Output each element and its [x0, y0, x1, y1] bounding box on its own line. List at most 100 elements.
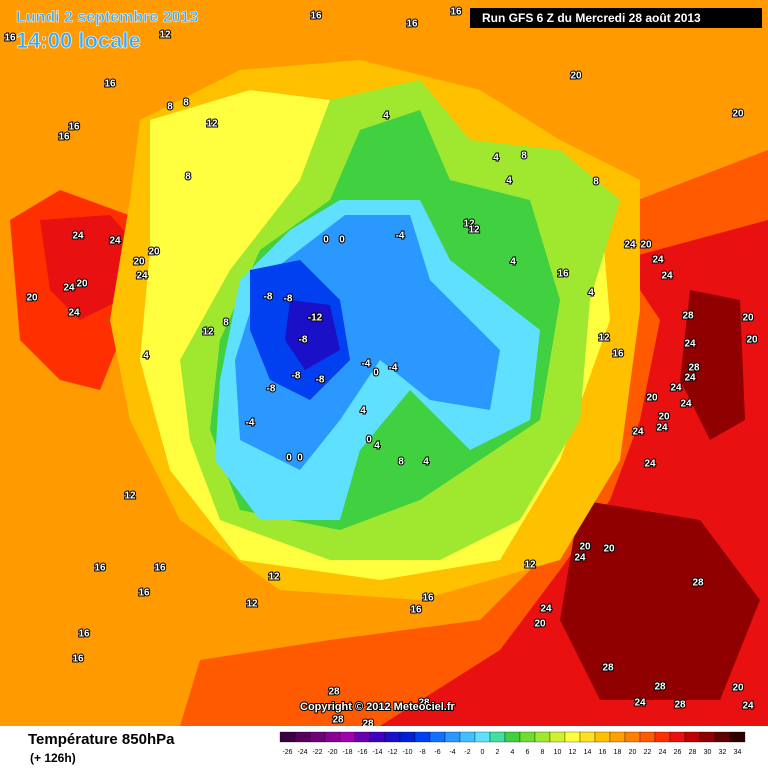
contour-label: 20 — [732, 683, 744, 694]
contour-label: 24 — [624, 240, 636, 251]
color-swatch — [564, 731, 581, 743]
scale-label: -22 — [312, 749, 322, 756]
contour-label: 24 — [632, 427, 644, 438]
contour-label: 16 — [138, 588, 150, 599]
contour-label: 28 — [692, 578, 704, 589]
contour-label: 28 — [602, 663, 614, 674]
color-scale: -26 -24 -22 -20 -18 -16 -14 -12 -10 -8 -6 -4 -2 0 2 4 6 8… — [279, 731, 746, 756]
scale-label: 10 — [554, 749, 562, 756]
copyright: Copyright © 2012 Meteociel.fr — [300, 701, 456, 713]
date: Lundi 2 septembre 2013 — [16, 9, 198, 26]
contour-label: 12 — [206, 119, 218, 130]
contour-label: 0 — [286, 453, 292, 464]
contour-label: -8 — [264, 292, 273, 303]
contour-label: -8 — [299, 335, 308, 346]
scale-label: -16 — [357, 749, 367, 756]
contour-label: 24 — [742, 701, 754, 712]
contour-label: -4 — [389, 363, 398, 374]
color-swatch — [414, 731, 431, 743]
contour-label: 12 — [598, 333, 610, 344]
color-swatch — [279, 731, 296, 743]
scale-label: 8 — [541, 749, 545, 756]
time: 14:00 locale — [16, 28, 141, 53]
contour-label: 8 — [223, 318, 229, 329]
color-swatch — [684, 731, 701, 743]
contour-label: 20 — [746, 335, 758, 346]
scale-label: 16 — [599, 749, 607, 756]
scale-label: -2 — [464, 749, 470, 756]
contour-label: 0 — [366, 435, 372, 446]
contour-label: 4 — [360, 406, 366, 417]
contour-label: -8 — [267, 384, 276, 395]
color-swatch — [669, 731, 686, 743]
contour-label: 0 — [339, 235, 345, 246]
color-swatch — [714, 731, 731, 743]
color-swatch — [474, 731, 491, 743]
contour-label: 12 — [524, 560, 536, 571]
contour-label: 20 — [646, 393, 658, 404]
contour-label: 16 — [78, 629, 90, 640]
contour-label: 20 — [133, 257, 145, 268]
contour-label: 20 — [26, 293, 38, 304]
color-swatch — [324, 731, 341, 743]
coldest-zone — [285, 300, 340, 370]
contour-label: 20 — [742, 313, 754, 324]
scale-label: -12 — [387, 749, 397, 756]
scale-label: 14 — [584, 749, 592, 756]
contour-label: 28 — [674, 700, 686, 711]
contour-label: 20 — [148, 247, 160, 258]
color-swatch — [729, 731, 746, 743]
scale-label: -24 — [297, 749, 307, 756]
contour-label: -4 — [246, 418, 255, 429]
contour-label: 12 — [246, 599, 258, 610]
contour-label: 8 — [167, 102, 173, 113]
contour-label: 16 — [154, 563, 166, 574]
contour-label: 8 — [593, 177, 599, 188]
contour-label: 24 — [63, 283, 75, 294]
contour-label: 4 — [383, 111, 389, 122]
scale-label: 22 — [644, 749, 652, 756]
scale-label: 26 — [674, 749, 682, 756]
contour-label: 24 — [540, 604, 552, 615]
contour-label: -8 — [316, 375, 325, 386]
color-swatch — [444, 731, 461, 743]
scale-label: 20 — [629, 749, 637, 756]
contour-label: 16 — [58, 132, 70, 143]
scale-label: -18 — [342, 749, 352, 756]
contour-label: 16 — [94, 563, 106, 574]
color-swatch — [639, 731, 656, 743]
contour-label: 24 — [684, 373, 696, 384]
contour-label: 24 — [68, 308, 80, 319]
scale-label: -8 — [419, 749, 425, 756]
scale-label: -4 — [449, 749, 455, 756]
scale-label: 28 — [689, 749, 697, 756]
color-swatch — [654, 731, 671, 743]
contour-label: 24 — [684, 339, 696, 350]
color-swatch — [489, 731, 506, 743]
contour-label: 16 — [4, 33, 16, 44]
contour-label: 16 — [612, 349, 624, 360]
color-swatch — [369, 731, 386, 743]
contour-label: 16 — [68, 122, 80, 133]
contour-label: 12 — [159, 30, 171, 41]
contour-label: -12 — [308, 313, 323, 324]
contour-label: 20 — [579, 542, 591, 553]
contour-label: 4 — [493, 153, 499, 164]
contour-label: 24 — [680, 399, 692, 410]
contour-label: 24 — [656, 423, 668, 434]
run-info: Run GFS 6 Z du Mercredi 28 août 2013 — [482, 11, 701, 25]
contour-label: 28 — [688, 363, 700, 374]
contour-label: 12 — [124, 491, 136, 502]
lead-time: (+ 126h) — [30, 751, 76, 765]
color-swatch — [594, 731, 611, 743]
scale-label: -20 — [327, 749, 337, 756]
contour-label: 0 — [297, 453, 303, 464]
temperature-field — [10, 60, 768, 726]
contour-label: 20 — [603, 544, 615, 555]
contour-label: 4 — [423, 457, 429, 468]
scale-label: 24 — [659, 749, 667, 756]
contour-label: -4 — [396, 231, 405, 242]
contour-label: 20 — [570, 71, 582, 82]
contour-label: 24 — [652, 255, 664, 266]
contour-label: 16 — [557, 269, 569, 280]
